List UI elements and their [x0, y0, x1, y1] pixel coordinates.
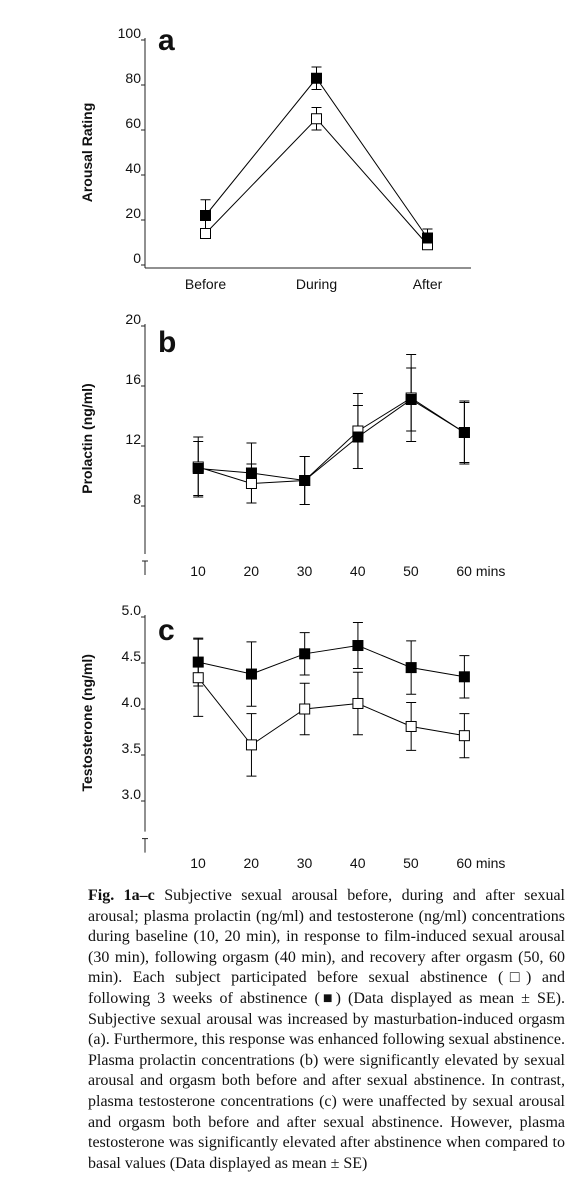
x-tick-label: Before [185, 276, 226, 292]
y-tick-label: 60 [125, 115, 141, 131]
y-tick-label: 16 [125, 371, 141, 387]
marker [245, 478, 257, 489]
x-tick-label: 50 [403, 855, 419, 871]
y-tick-label: 3.5 [122, 740, 142, 756]
marker [311, 72, 322, 84]
x-tick-label: After [413, 276, 443, 292]
caption-label: Fig. 1a–c [88, 887, 155, 904]
marker [245, 467, 257, 479]
marker [200, 210, 211, 221]
series-line [198, 397, 465, 485]
x-tick-label: 10 [190, 855, 206, 871]
y-tick-label: 80 [125, 70, 141, 86]
y-axis-label: Arousal Rating [79, 103, 95, 203]
x-tick-label: 20 [243, 563, 259, 579]
marker [299, 648, 311, 660]
marker [422, 232, 433, 244]
x-tick-label: 30 [297, 563, 313, 579]
series-line [205, 118, 428, 246]
y-axis-label: Testosterone (ng/ml) [79, 654, 95, 791]
series-line [198, 398, 465, 482]
marker [200, 228, 211, 239]
y-tick-label: 20 [125, 205, 141, 221]
series-line [198, 645, 465, 678]
y-tick-label: 4.5 [122, 648, 142, 664]
y-tick-label: 3.0 [122, 786, 142, 802]
series-line [205, 77, 428, 239]
figure: 0 20 40 60 80 100 Before During After a Arousal Ra… [79, 24, 505, 871]
marker [192, 656, 204, 668]
marker [192, 463, 204, 474]
x-tick-label: 50 [403, 563, 419, 579]
marker [245, 668, 257, 680]
marker [352, 697, 364, 709]
panel-label: a [158, 24, 175, 57]
x-tick-label: 40 [350, 855, 366, 871]
x-tick-label: 60 mins [456, 563, 505, 579]
marker [311, 113, 322, 125]
panel-label: c [158, 614, 175, 647]
marker [405, 720, 417, 732]
y-axis-label: Prolactin (ng/ml) [79, 383, 95, 493]
marker [245, 739, 257, 751]
caption-text: Subjective sexual arousal before, during… [88, 887, 566, 1172]
x-tick-label: 10 [190, 563, 206, 579]
y-tick-label: 4.0 [122, 694, 142, 710]
marker [458, 671, 470, 683]
y-tick-label: 5.0 [122, 602, 142, 618]
marker [352, 431, 364, 443]
y-tick-label: 12 [125, 431, 141, 447]
caption: Fig. 1a–c Subjective sexual arousal befo… [88, 886, 565, 1174]
marker [299, 703, 311, 715]
x-tick-label: During [296, 276, 337, 292]
marker [405, 662, 417, 674]
x-tick-label: 30 [297, 855, 313, 871]
y-tick-label: 8 [133, 491, 141, 507]
marker [192, 672, 204, 684]
marker [405, 394, 417, 405]
y-tick-label: 20 [125, 311, 141, 327]
y-tick-label: 40 [125, 160, 141, 176]
y-tick-label: 0 [133, 250, 141, 266]
marker [458, 730, 470, 742]
marker [299, 475, 311, 486]
panel-label: b [158, 326, 176, 359]
series-line [197, 677, 465, 746]
y-tick-label: 100 [118, 25, 142, 41]
x-tick-label: 60 mins [456, 855, 505, 871]
marker [352, 640, 364, 652]
x-tick-label: 40 [350, 563, 366, 579]
x-tick-label: 20 [243, 855, 259, 871]
marker [458, 427, 470, 438]
